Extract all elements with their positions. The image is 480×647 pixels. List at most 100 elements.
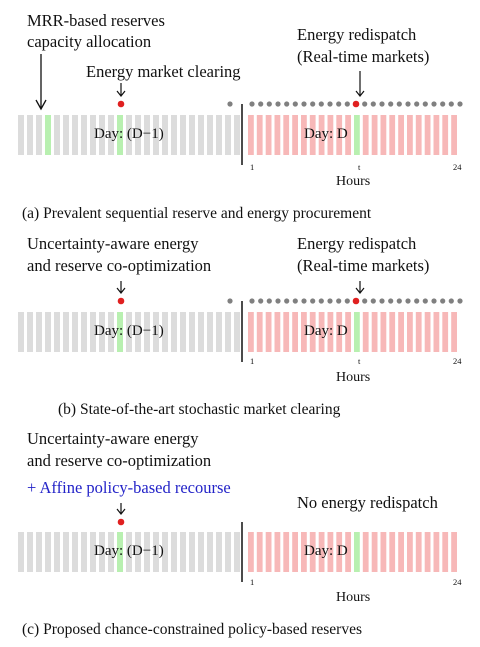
real-time-hour-bar — [274, 312, 281, 352]
panel-b-right-label-line2: (Real-time markets) — [297, 256, 429, 275]
redispatch-dot — [352, 100, 360, 108]
hour-dot — [457, 298, 463, 304]
day-ahead-hour-bar — [171, 312, 177, 352]
real-time-hour-bar — [256, 115, 263, 155]
real-time-hour-bar — [433, 312, 440, 352]
real-time-hour-bar — [407, 115, 413, 155]
hour-dot — [249, 298, 255, 304]
hour-dot — [318, 298, 324, 304]
panel-b-tick-1: 1 — [250, 356, 254, 366]
panel-c-left-label-line2: and reserve co-optimization — [27, 451, 211, 470]
day-ahead-hour-bar — [171, 532, 177, 572]
day-ahead-hour-bar — [72, 115, 78, 155]
real-time-hour-bar — [301, 115, 307, 155]
real-time-hour-bar — [398, 115, 404, 155]
real-time-hour-bar — [248, 532, 254, 572]
real-time-hour-bar — [389, 115, 396, 155]
day-ahead-hour-bar — [153, 532, 159, 572]
panel-b-hours-label: Hours — [336, 370, 370, 385]
panel-a: MRR-based reserves capacity allocation E… — [18, 11, 463, 222]
real-time-hour-bar — [336, 115, 343, 155]
real-time-hour-bar — [318, 115, 325, 155]
real-time-hour-bar — [371, 532, 378, 572]
day-ahead-hour-bar — [81, 115, 87, 155]
day-ahead-hour-bar — [27, 532, 33, 572]
panel-a-caption: (a) Prevalent sequential reserve and ene… — [22, 205, 372, 222]
real-time-hour-bar — [301, 312, 307, 352]
panel-b-caption: (b) State-of-the-art stochastic market c… — [58, 401, 341, 418]
real-time-hour-bar — [362, 532, 369, 572]
hour-dot — [266, 298, 272, 304]
day-ahead-hour-bar — [198, 115, 204, 155]
panel-c-clearing-dot — [117, 518, 125, 526]
real-time-hour-bar — [451, 532, 457, 572]
panel-a-reserve-arrow — [35, 54, 47, 111]
hour-dot — [310, 101, 316, 107]
hour-dot — [388, 298, 394, 304]
day-ahead-hour-bar — [81, 532, 87, 572]
real-time-hour-bar — [371, 312, 378, 352]
current-hour-bar — [354, 312, 360, 352]
hour-dot — [414, 101, 420, 107]
panel-c-tick-1: 1 — [250, 577, 254, 587]
day-ahead-hour-bar — [45, 312, 51, 352]
panel-c-day-prev-label: Day: (D−1) — [94, 543, 164, 559]
panel-b: Uncertainty-aware energy and reserve co-… — [18, 234, 463, 418]
day-ahead-hour-bar — [189, 312, 195, 352]
hour-dot — [422, 298, 428, 304]
panel-c-left-label-line1: Uncertainty-aware energy — [27, 429, 199, 448]
panel-c: Uncertainty-aware energy and reserve co-… — [18, 429, 462, 638]
real-time-hour-bar — [451, 312, 457, 352]
day-ahead-hour-bar — [36, 312, 42, 352]
real-time-hour-bar — [442, 532, 449, 572]
real-time-hour-bar — [309, 115, 316, 155]
panel-b-day-prev-label: Day: (D−1) — [94, 323, 164, 339]
real-time-hour-bar — [345, 312, 351, 352]
day-ahead-hour-bar — [99, 312, 105, 352]
day-ahead-hour-bar — [225, 312, 231, 352]
day-ahead-hour-bar — [90, 532, 96, 572]
day-ahead-hour-bar — [90, 115, 96, 155]
day-ahead-hour-bar — [54, 115, 60, 155]
hour-dot — [292, 101, 298, 107]
day-ahead-hour-bar — [225, 532, 231, 572]
hour-dot — [327, 298, 333, 304]
hour-dot — [284, 101, 290, 107]
day-ahead-hour-bar — [180, 312, 186, 352]
day-ahead-hour-bar — [27, 312, 33, 352]
panel-c-real-time-bars — [248, 532, 457, 572]
day-ahead-hour-bar — [162, 115, 168, 155]
day-ahead-hour-bar — [207, 115, 213, 155]
panel-c-policy-label: + Affine policy-based recourse — [27, 478, 231, 497]
hour-dot — [422, 101, 428, 107]
day-ahead-hour-bar — [153, 312, 159, 352]
panel-a-right-label-line1: Energy redispatch — [297, 25, 417, 44]
panel-a-day-ahead-bars — [18, 115, 240, 155]
hour-dot — [275, 101, 281, 107]
highlight-hour-bar — [117, 532, 123, 572]
panel-c-tick-24: 24 — [453, 577, 462, 587]
day-ahead-hour-bar — [135, 312, 141, 352]
hour-dot — [301, 298, 307, 304]
real-time-hour-bar — [362, 115, 369, 155]
day-ahead-hour-bar — [54, 532, 60, 572]
real-time-hour-bar — [415, 312, 422, 352]
hour-dot — [292, 298, 298, 304]
day-ahead-hour-bar — [72, 312, 78, 352]
real-time-hour-bar — [398, 312, 404, 352]
real-time-hour-bar — [292, 532, 298, 572]
day-ahead-hour-bar — [189, 115, 195, 155]
real-time-hour-bar — [309, 312, 316, 352]
real-time-hour-bar — [265, 532, 272, 572]
panel-a-hours-label: Hours — [336, 174, 370, 189]
hour-dot — [301, 101, 307, 107]
real-time-hour-bar — [424, 532, 431, 572]
panel-c-hours-label: Hours — [336, 590, 370, 605]
real-time-hour-bar — [398, 532, 404, 572]
day-ahead-hour-bar — [126, 312, 132, 352]
day-ahead-hour-bar — [18, 312, 24, 352]
panel-a-hour-dots — [227, 100, 463, 108]
hour-dot — [379, 101, 385, 107]
hour-dot — [266, 101, 272, 107]
